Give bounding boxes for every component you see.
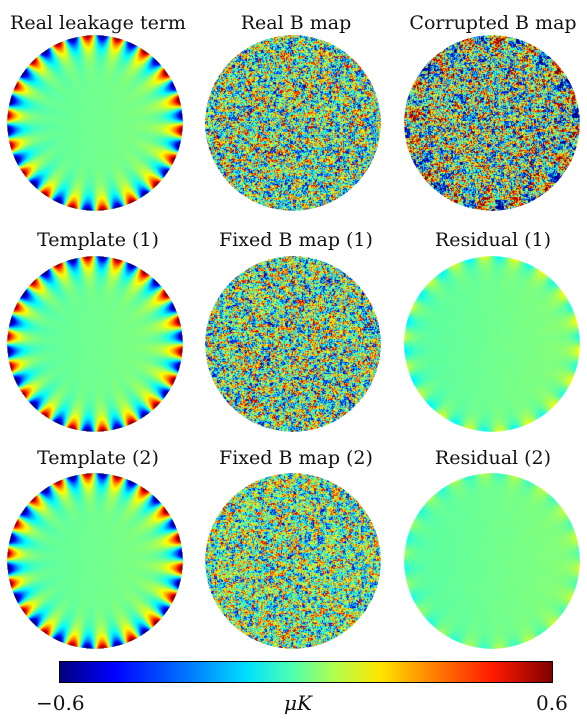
- map-template-2: [7, 473, 183, 649]
- colorbar-unit-label: μK: [284, 691, 312, 715]
- panel-title-3: Corrupted B map: [409, 12, 577, 34]
- map-residual-1: [404, 256, 580, 432]
- map-real-b: [205, 35, 381, 211]
- panel-title-8: Fixed B map (2): [219, 447, 373, 469]
- panel-title-1: Real leakage term: [10, 12, 186, 34]
- panel-title-4: Template (1): [37, 229, 159, 251]
- panel-title-7: Template (2): [37, 447, 159, 469]
- map-residual-2: [404, 473, 580, 649]
- colorbar-min-label: −0.6: [36, 691, 85, 715]
- colorbar-max-label: 0.6: [536, 691, 568, 715]
- map-template-1: [7, 256, 183, 432]
- colorbar: [59, 661, 553, 683]
- panel-title-2: Real B map: [240, 12, 352, 34]
- map-fixed-b-2: [205, 473, 381, 649]
- panel-title-6: Residual (1): [434, 229, 552, 251]
- map-real-leakage-term: [7, 35, 183, 211]
- panel-title-9: Residual (2): [434, 447, 552, 469]
- panel-title-5: Fixed B map (1): [219, 229, 373, 251]
- map-corrupted-b: [404, 35, 580, 211]
- map-fixed-b-1: [205, 256, 381, 432]
